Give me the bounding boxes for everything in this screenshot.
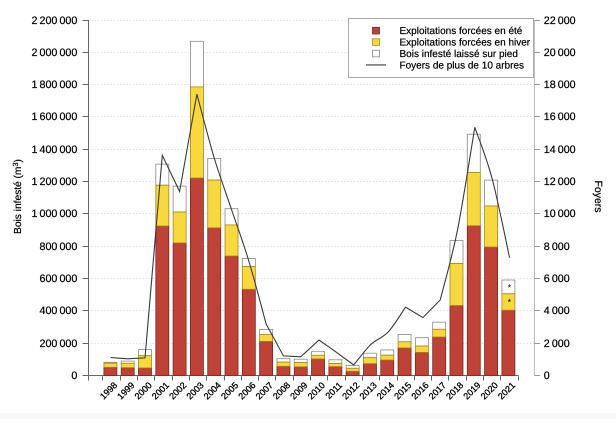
- svg-text:1 600 000: 1 600 000: [31, 111, 77, 123]
- svg-text:6 000: 6 000: [544, 273, 570, 285]
- svg-text:2 000 000: 2 000 000: [31, 47, 77, 59]
- svg-text:22 000: 22 000: [544, 15, 576, 27]
- svg-text:Bois infesté laissé sur pied: Bois infesté laissé sur pied: [400, 49, 518, 60]
- svg-text:18 000: 18 000: [544, 79, 576, 91]
- svg-text:14 000: 14 000: [544, 144, 576, 156]
- svg-text:2 000: 2 000: [544, 338, 570, 350]
- svg-text:8 000: 8 000: [544, 241, 570, 253]
- svg-text:0: 0: [544, 370, 550, 382]
- svg-text:0: 0: [71, 370, 77, 382]
- svg-text:Exploitations forcées en été: Exploitations forcées en été: [400, 26, 523, 37]
- svg-text:2 200 000: 2 200 000: [31, 15, 77, 27]
- svg-text:10 000: 10 000: [544, 208, 576, 220]
- svg-text:20 000: 20 000: [544, 47, 576, 59]
- svg-text:1 400 000: 1 400 000: [31, 144, 77, 156]
- svg-text:4 000: 4 000: [544, 305, 570, 317]
- svg-text:800 000: 800 000: [40, 241, 78, 253]
- svg-text:12 000: 12 000: [544, 176, 576, 188]
- svg-text:16 000: 16 000: [544, 111, 576, 123]
- svg-text:Foyers: Foyers: [592, 180, 604, 212]
- svg-text:Exploitations forcées en hiver: Exploitations forcées en hiver: [400, 38, 531, 49]
- svg-text:1 200 000: 1 200 000: [31, 176, 77, 188]
- svg-text:Foyers de plus de 10 arbres: Foyers de plus de 10 arbres: [400, 60, 525, 71]
- svg-text:Bois infesté (m3): Bois infesté (m3): [11, 159, 24, 234]
- svg-text:*: *: [508, 282, 512, 292]
- svg-text:1 800 000: 1 800 000: [31, 79, 77, 91]
- svg-text:*: *: [508, 297, 512, 307]
- svg-text:600 000: 600 000: [40, 273, 78, 285]
- svg-text:400 000: 400 000: [40, 305, 78, 317]
- svg-text:1 000 000: 1 000 000: [31, 208, 77, 220]
- svg-text:200 000: 200 000: [40, 338, 78, 350]
